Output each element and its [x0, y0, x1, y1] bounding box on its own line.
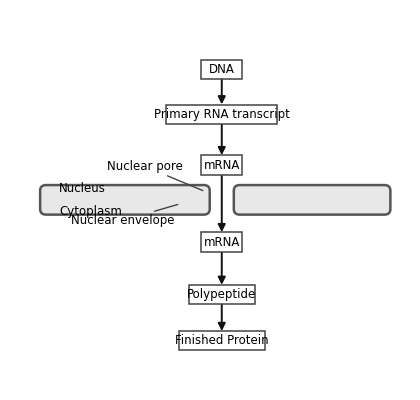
FancyBboxPatch shape: [202, 232, 242, 252]
FancyBboxPatch shape: [40, 185, 210, 215]
Text: DNA: DNA: [209, 63, 235, 76]
Text: Nucleus: Nucleus: [59, 182, 106, 195]
Text: Cytoplasm: Cytoplasm: [59, 205, 122, 218]
FancyBboxPatch shape: [234, 185, 390, 215]
Text: Polypeptide: Polypeptide: [187, 288, 256, 301]
FancyBboxPatch shape: [189, 285, 255, 304]
Text: Finished Protein: Finished Protein: [175, 334, 268, 347]
FancyBboxPatch shape: [202, 60, 242, 79]
FancyBboxPatch shape: [178, 331, 265, 350]
FancyBboxPatch shape: [166, 105, 277, 124]
Text: mRNA: mRNA: [204, 158, 240, 172]
Text: Primary RNA transcript: Primary RNA transcript: [154, 108, 290, 121]
Text: Nuclear envelope: Nuclear envelope: [71, 204, 178, 227]
Text: mRNA: mRNA: [204, 236, 240, 248]
Text: Nuclear pore: Nuclear pore: [108, 160, 203, 191]
FancyBboxPatch shape: [202, 156, 242, 174]
